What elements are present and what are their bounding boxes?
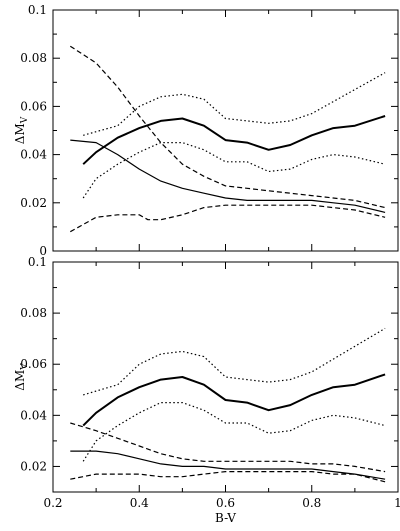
series-line-dashed-4 — [70, 422, 386, 473]
x-tick-label: 0.2 — [43, 496, 62, 510]
x-tick-label: 0.4 — [130, 496, 149, 510]
series-line-dotted-1 — [83, 327, 386, 396]
series-line-thick-solid-0 — [82, 115, 386, 165]
y-tick-label: 0.06 — [20, 357, 47, 371]
plot-frame — [52, 9, 399, 252]
bottom-panel: 0.2 0.4 0.6 0.8 1 0.02 0.04 0.06 0.08 0.1 ΔMV B-V — [13, 255, 400, 525]
series-line-dotted-1 — [83, 72, 386, 136]
series-line-thin-solid-3 — [70, 139, 386, 213]
y-axis-label: ΔMV — [13, 116, 30, 144]
series-line-dashed-5 — [70, 204, 386, 233]
x-tick-label: 1 — [394, 496, 400, 510]
y-tick-label: 0.04 — [20, 148, 47, 162]
y-tick-label: 0.06 — [20, 99, 47, 113]
y-tick-label: 0.1 — [28, 3, 47, 17]
y-axis-label: ΔMV — [13, 363, 30, 391]
y-tick-label: 0.1 — [28, 255, 47, 269]
y-tick-label: 0.04 — [20, 408, 47, 422]
x-tick-label: 0.8 — [302, 496, 321, 510]
y-tick-label: 0.08 — [20, 306, 47, 320]
series-line-dashed-5 — [70, 471, 386, 483]
x-tick-label: 0.6 — [216, 496, 235, 510]
top-panel: 0 0.02 0.04 0.06 0.08 0.1 ΔMV — [13, 3, 399, 258]
plot-frame — [52, 261, 399, 493]
series-line-thick-solid-0 — [82, 373, 386, 427]
series-line-dashed-4 — [69, 45, 386, 209]
x-axis-label: B-V — [215, 511, 236, 525]
series-line-dotted-2 — [82, 402, 386, 462]
y-tick-label: 0 — [39, 244, 47, 258]
series-line-thin-solid-3 — [70, 450, 386, 480]
y-tick-label: 0.02 — [20, 459, 47, 473]
series-line-dotted-2 — [82, 142, 386, 199]
y-tick-label: 0.08 — [20, 51, 47, 65]
y-tick-label: 0.02 — [20, 196, 47, 210]
